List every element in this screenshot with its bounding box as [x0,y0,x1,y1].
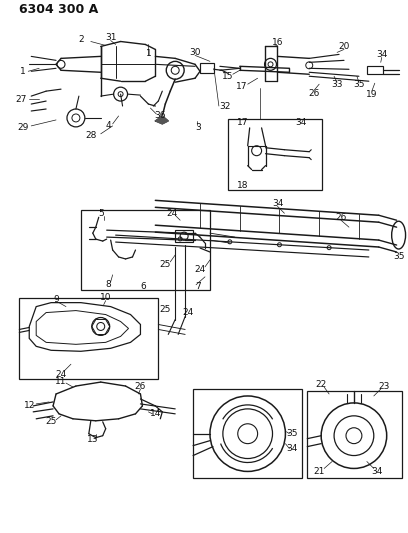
Text: 31: 31 [105,33,116,42]
Text: 30: 30 [189,48,201,57]
Text: 34: 34 [272,199,283,208]
Text: 17: 17 [237,118,248,127]
Bar [193,389,302,479]
Text: 7: 7 [195,282,201,291]
Text: 16: 16 [272,38,283,47]
Text: 26: 26 [335,213,347,222]
Text: 24: 24 [55,369,67,378]
Text: 4: 4 [106,122,111,131]
Bar [19,297,158,379]
Text: 23: 23 [378,382,389,391]
Text: 5: 5 [98,209,104,218]
Bar [81,211,210,290]
Text: 15: 15 [222,72,234,80]
Text: 24: 24 [194,265,206,274]
Text: 8: 8 [106,280,111,289]
Text: 10: 10 [100,293,111,302]
Text: 12: 12 [24,401,35,410]
Text: 19: 19 [366,90,377,99]
Text: 28: 28 [85,131,96,140]
Text: 29: 29 [18,123,29,132]
Text: 9: 9 [53,295,59,304]
Text: 33: 33 [331,80,343,88]
Text: 13: 13 [87,435,99,444]
Bar [200,63,214,73]
Text: 34: 34 [376,50,388,59]
Text: 22: 22 [315,379,327,389]
Text: 11: 11 [55,377,67,385]
Text: 6304 300 A: 6304 300 A [19,3,99,15]
Text: 17: 17 [236,82,248,91]
Text: 18: 18 [237,181,248,190]
Bar [367,66,383,74]
Text: 35: 35 [393,253,404,262]
Text: 24: 24 [166,209,178,218]
Text: 2: 2 [78,35,84,44]
Text: 6: 6 [140,282,146,291]
Text: 35: 35 [353,80,365,88]
Bar [307,391,401,479]
Text: 1: 1 [20,67,26,76]
Text: 14: 14 [150,409,161,418]
Text: 34: 34 [296,118,307,127]
Text: 26: 26 [135,382,146,391]
Text: 25: 25 [160,305,171,314]
Text: 21: 21 [313,467,325,476]
Text: 20: 20 [338,42,350,51]
Bar [175,230,193,242]
Text: 25: 25 [45,417,57,426]
Text: 27: 27 [16,94,27,103]
Text: 25: 25 [160,261,171,269]
Text: 3: 3 [195,123,201,132]
Text: 34: 34 [371,467,382,476]
Text: 34: 34 [287,444,298,453]
Text: 36: 36 [155,111,166,120]
Text: 24: 24 [182,308,194,317]
Text: 1: 1 [146,49,151,58]
Text: 32: 32 [219,101,231,110]
Text: 35: 35 [287,429,298,438]
Bar [228,119,322,190]
Text: 26: 26 [308,88,320,98]
Polygon shape [155,116,168,124]
